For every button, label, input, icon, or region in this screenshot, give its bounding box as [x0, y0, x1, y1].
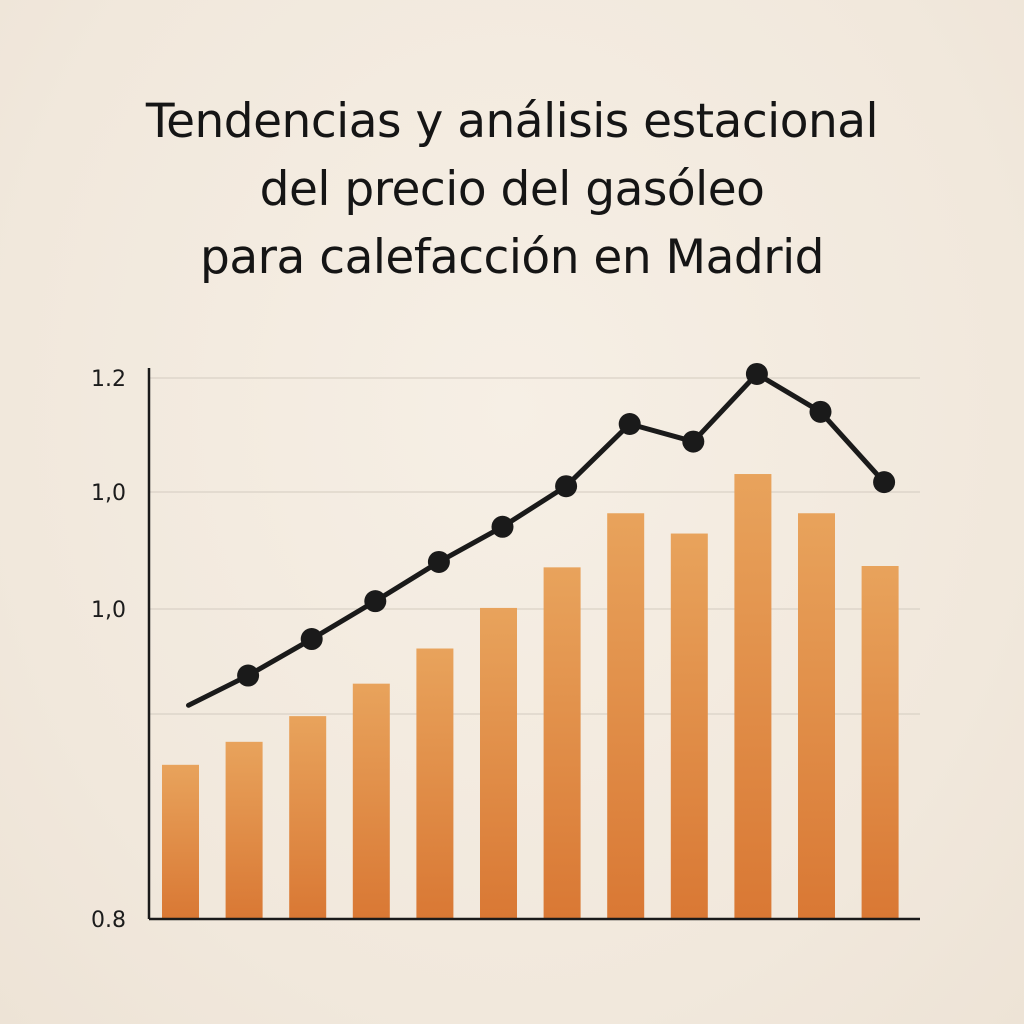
bar	[861, 565, 899, 919]
chart-title-line: del precio del gasóleo	[259, 162, 765, 217]
bar	[798, 513, 835, 919]
line-point	[427, 550, 450, 573]
line-point	[555, 475, 578, 498]
bar	[416, 648, 454, 919]
bar	[734, 474, 772, 919]
bar	[480, 607, 517, 919]
line-point	[237, 664, 260, 687]
line-point	[682, 430, 705, 453]
y-tick-label: 1,0	[91, 598, 126, 623]
bar	[607, 513, 645, 919]
y-tick-label: 0.8	[91, 908, 126, 933]
trend-line	[186, 371, 887, 708]
bar-series	[162, 474, 899, 919]
bar	[162, 764, 199, 919]
y-tick-labels: 1.2 1,0 1,0 0.8	[91, 367, 126, 933]
chart-title-line: Tendencias y análisis estacional	[145, 94, 879, 149]
line-point	[491, 515, 514, 538]
line-point	[618, 412, 641, 435]
chart-title-line: para calefacción en Madrid	[200, 230, 824, 285]
bar	[670, 533, 708, 919]
line-point	[364, 590, 387, 613]
line-point	[809, 400, 832, 423]
gridlines	[149, 377, 920, 715]
line-point	[300, 628, 323, 651]
chart-title: Tendencias y análisis estacional del pre…	[40, 88, 984, 292]
y-tick-label: 1,0	[91, 481, 126, 506]
line-series	[186, 362, 896, 708]
axes	[147, 368, 920, 921]
bar	[352, 683, 390, 919]
y-tick-label: 1.2	[91, 367, 126, 392]
bar	[225, 741, 263, 919]
line-point	[873, 471, 896, 494]
bar	[289, 716, 327, 919]
line-point	[745, 362, 768, 385]
bar	[543, 567, 581, 919]
